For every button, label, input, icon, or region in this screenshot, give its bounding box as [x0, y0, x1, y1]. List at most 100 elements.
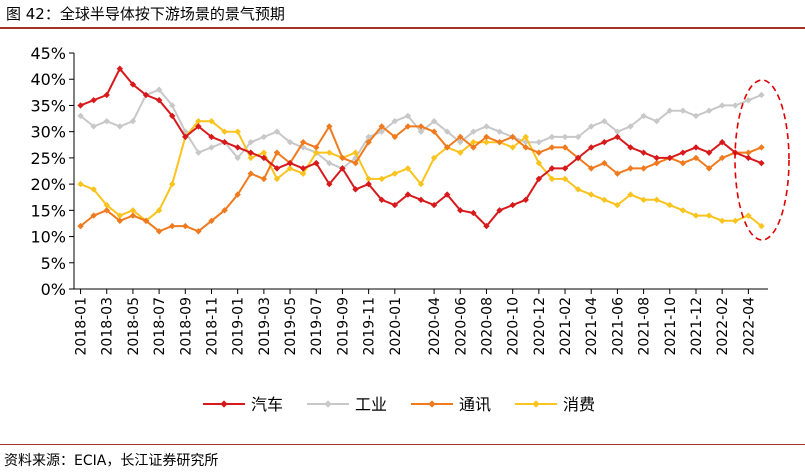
- legend: 汽车 工业 通讯 消费: [203, 395, 595, 414]
- data-point: [234, 191, 241, 198]
- data-point: [483, 138, 490, 146]
- data-point: [483, 222, 490, 230]
- x-tick-label: 2018-03: [100, 297, 116, 356]
- legend-swatch-marker: [220, 400, 228, 408]
- data-point: [326, 159, 333, 167]
- data-point: [116, 65, 124, 72]
- data-point: [496, 207, 503, 214]
- data-point: [535, 159, 543, 167]
- data-point: [614, 133, 621, 141]
- data-point: [574, 154, 582, 162]
- data-point: [273, 165, 281, 172]
- data-point: [404, 165, 412, 172]
- data-point: [443, 128, 451, 135]
- data-point: [417, 128, 425, 135]
- data-point: [588, 144, 595, 151]
- data-point: [640, 149, 647, 156]
- data-point: [535, 175, 543, 183]
- data-point: [640, 165, 647, 172]
- data-point: [169, 180, 176, 188]
- data-point: [129, 212, 137, 219]
- data-point: [182, 133, 189, 141]
- data-point: [692, 212, 700, 219]
- data-point: [208, 117, 215, 125]
- x-tick-label: 2020-12: [532, 297, 548, 356]
- x-tick-label: 2021-12: [689, 297, 705, 356]
- title-rule: [0, 27, 805, 29]
- data-point: [483, 133, 490, 141]
- x-tick-label: 2021-08: [637, 297, 653, 356]
- data-point: [718, 154, 726, 162]
- data-point: [260, 133, 268, 141]
- data-point: [286, 165, 294, 172]
- data-point: [273, 175, 281, 183]
- x-tick-label: 2021-04: [584, 297, 600, 356]
- data-point: [195, 117, 202, 125]
- data-point: [103, 207, 110, 214]
- x-tick-label: 2018-01: [74, 297, 90, 356]
- data-point: [378, 196, 385, 204]
- data-point: [522, 196, 529, 204]
- data-point: [195, 123, 202, 130]
- data-point: [247, 138, 254, 146]
- data-point: [745, 149, 752, 156]
- data-point: [588, 191, 595, 198]
- legend-label: 通讯: [459, 395, 491, 414]
- legend-label: 消费: [563, 395, 595, 414]
- data-point: [718, 102, 726, 109]
- x-tick-label: 2020-10: [506, 297, 522, 356]
- data-point: [299, 138, 307, 146]
- data-point: [103, 117, 110, 125]
- data-point: [496, 138, 503, 146]
- data-point: [705, 165, 713, 172]
- legend-item-comm: 通讯: [411, 395, 491, 414]
- data-point: [116, 212, 124, 219]
- figure-title: 图 42：全球半导体按下游场景的景气预期: [6, 5, 285, 23]
- data-point: [116, 123, 124, 130]
- data-point: [352, 159, 359, 167]
- data-point: [90, 123, 97, 130]
- data-point: [77, 222, 84, 230]
- data-point: [391, 170, 399, 177]
- legend-label: 汽车: [251, 395, 283, 414]
- series-layer: [77, 65, 765, 235]
- x-tick-label: 2019-05: [283, 297, 299, 356]
- data-point: [430, 117, 438, 125]
- data-point: [692, 154, 700, 162]
- data-point: [548, 175, 556, 183]
- data-point: [457, 149, 464, 156]
- data-point: [588, 165, 595, 172]
- data-point: [417, 123, 425, 130]
- y-axis: 0% 5% 10% 15% 20% 25% 30% 35% 40% 45%: [30, 44, 75, 299]
- x-tick-label: 2019-07: [309, 297, 325, 356]
- data-point: [640, 196, 647, 204]
- x-tick-label: 2022-04: [741, 297, 757, 356]
- data-point: [221, 128, 228, 135]
- x-tick-label: 2018-05: [126, 297, 142, 356]
- data-point: [561, 175, 569, 183]
- data-point: [247, 154, 254, 162]
- y-tick-label: 30%: [30, 123, 66, 142]
- data-point: [77, 112, 84, 120]
- source-rule: [0, 444, 805, 445]
- data-point: [391, 133, 399, 141]
- data-point: [155, 228, 163, 235]
- data-point: [260, 149, 268, 156]
- x-tick-label: 2020-06: [453, 297, 469, 356]
- data-point: [169, 222, 176, 230]
- data-point: [169, 102, 176, 109]
- data-point: [299, 170, 307, 177]
- data-point: [273, 149, 281, 156]
- legend-item-consumer: 消费: [515, 395, 595, 414]
- data-point: [574, 133, 582, 141]
- data-point: [378, 123, 385, 130]
- data-point: [653, 159, 660, 167]
- data-point: [273, 128, 281, 135]
- data-point: [208, 133, 215, 141]
- x-tick-label: 2019-09: [335, 297, 351, 356]
- data-point: [443, 191, 451, 198]
- data-point: [535, 149, 543, 156]
- data-point: [326, 180, 333, 188]
- data-point: [365, 175, 372, 183]
- data-point: [614, 170, 621, 177]
